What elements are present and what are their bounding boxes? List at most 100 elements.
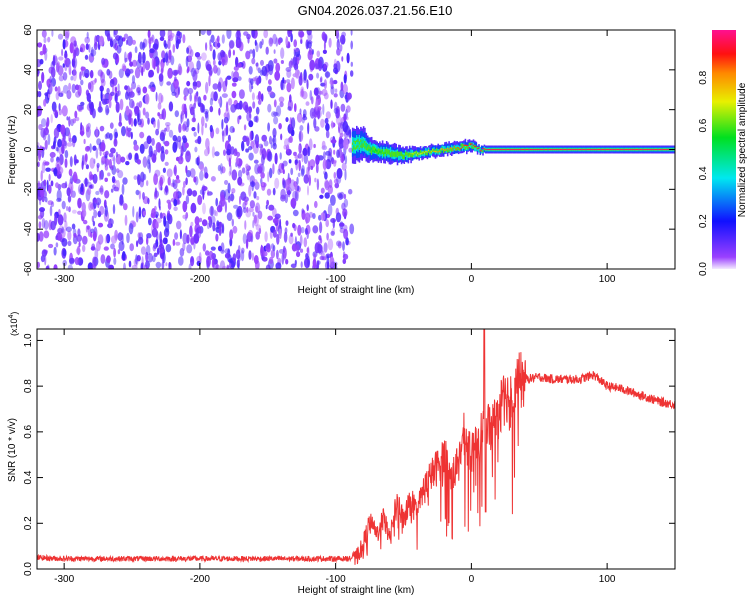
noise-blob xyxy=(108,264,114,269)
ridge-cell xyxy=(586,149,589,151)
noise-blob xyxy=(217,98,221,104)
noise-blob xyxy=(285,79,291,84)
noise-blob xyxy=(258,227,262,235)
noise-blob xyxy=(216,67,221,76)
noise-blob xyxy=(225,77,228,87)
noise-blob xyxy=(173,198,178,207)
noise-blob xyxy=(182,34,186,44)
ridge-cell xyxy=(418,153,420,155)
noise-blob xyxy=(213,260,219,269)
noise-blob xyxy=(226,212,233,222)
colorbar: 0.0 0.2 0.4 0.6 0.8 Normalized spectral ampl… xyxy=(698,30,748,276)
ridge-cell xyxy=(451,147,453,149)
noise-blob xyxy=(220,194,226,207)
noise-blob xyxy=(189,93,192,102)
noise-blob xyxy=(290,77,295,90)
noise-blob xyxy=(80,122,83,131)
ridge-cell xyxy=(616,149,619,151)
noise-blob xyxy=(278,249,285,254)
noise-blob xyxy=(271,243,275,250)
ridge-cell xyxy=(372,150,374,153)
noise-blob xyxy=(222,265,227,269)
x-tick-label: 0 xyxy=(469,574,475,585)
ridge-cell xyxy=(594,149,597,151)
colorbar-tick-label: 0.6 xyxy=(698,118,709,132)
noise-blob xyxy=(257,99,262,105)
noise-blob xyxy=(92,199,95,205)
noise-blob xyxy=(43,127,49,136)
noise-blob xyxy=(37,91,42,98)
noise-blob xyxy=(199,164,205,172)
ridge-cell xyxy=(570,149,573,151)
noise-blob xyxy=(217,52,222,61)
ridge-cell xyxy=(414,151,416,158)
noise-blob xyxy=(270,142,273,149)
noise-blob xyxy=(153,252,158,257)
noise-blob xyxy=(137,51,142,64)
noise-blob xyxy=(147,117,150,125)
ridge-cell xyxy=(650,149,653,151)
noise-blob xyxy=(336,240,342,247)
noise-blob xyxy=(134,67,141,79)
noise-blob xyxy=(279,228,282,240)
noise-blob xyxy=(66,187,71,197)
noise-blob xyxy=(114,86,118,93)
noise-blob xyxy=(265,264,271,269)
noise-blob xyxy=(194,146,198,153)
ridge-cell xyxy=(546,149,548,151)
noise-blob xyxy=(323,61,329,69)
noise-blob xyxy=(309,107,316,119)
noise-blob xyxy=(278,96,285,103)
noise-blob xyxy=(245,135,249,141)
noise-blob xyxy=(167,201,172,210)
ridge-cell xyxy=(482,150,484,153)
noise-blob xyxy=(213,91,218,102)
noise-blob xyxy=(66,90,72,100)
noise-blob xyxy=(285,258,289,265)
ridge-cell xyxy=(468,142,471,146)
noise-blob xyxy=(251,92,255,101)
noise-blob xyxy=(308,211,314,218)
noise-blob xyxy=(146,244,151,256)
noise-blob xyxy=(124,85,128,91)
noise-blob xyxy=(38,149,41,162)
noise-blob xyxy=(48,173,51,182)
noise-blob xyxy=(86,181,92,188)
ridge-cell xyxy=(592,149,594,151)
ridge-cell xyxy=(406,153,408,160)
ridge-cell xyxy=(457,147,460,149)
noise-blob xyxy=(330,99,333,109)
noise-blob xyxy=(210,176,216,182)
ridge-cell xyxy=(422,151,425,153)
noise-blob xyxy=(251,85,254,90)
noise-blob xyxy=(272,187,276,196)
ridge-cell xyxy=(589,149,592,151)
noise-blob xyxy=(281,163,285,170)
ridge-cell xyxy=(388,150,391,153)
noise-blob xyxy=(235,102,242,110)
ridge-cell xyxy=(429,150,431,154)
noise-blob xyxy=(171,91,177,97)
noise-blob xyxy=(104,164,109,171)
ridge-cell xyxy=(406,153,408,155)
noise-blob xyxy=(67,230,72,241)
ridge-cell xyxy=(478,146,480,149)
noise-blob xyxy=(231,169,238,181)
ridge-cell xyxy=(396,155,399,158)
noise-blob xyxy=(66,116,69,121)
ridge-cell xyxy=(665,149,668,151)
noise-blob xyxy=(292,222,296,229)
ridge-cell xyxy=(453,146,456,148)
noise-blob xyxy=(216,220,220,227)
noise-blob xyxy=(308,174,311,186)
noise-blob xyxy=(57,138,62,148)
noise-blob xyxy=(93,158,96,164)
y-tick-label: -60 xyxy=(23,261,34,276)
noise-blob xyxy=(215,210,218,217)
ridge-cell xyxy=(475,146,478,148)
ridge-cell xyxy=(417,153,419,157)
noise-blob xyxy=(315,262,319,269)
noise-blob xyxy=(273,49,276,54)
ridge-cell xyxy=(506,149,509,151)
noise-blob xyxy=(142,86,148,94)
